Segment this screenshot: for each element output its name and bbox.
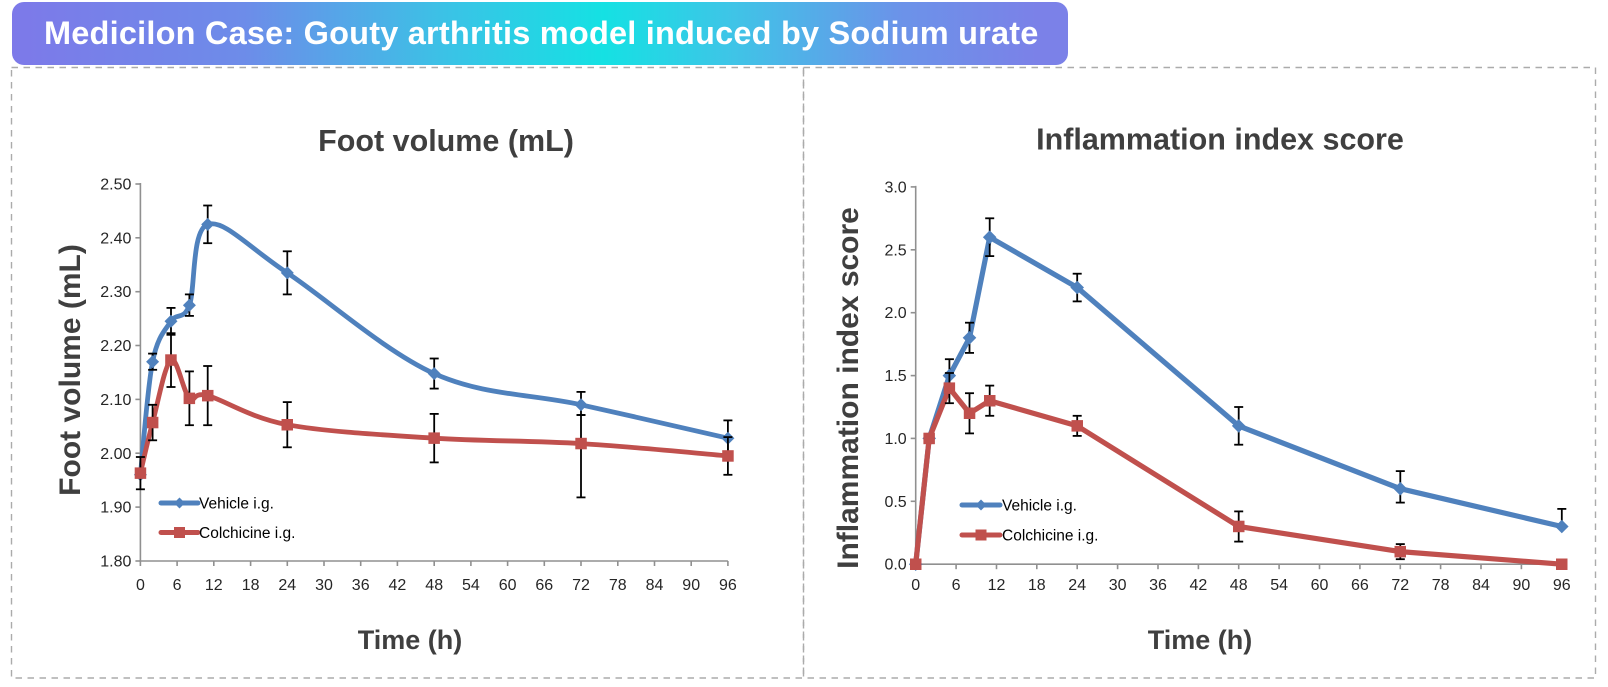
svg-text:2.00: 2.00 <box>100 446 131 463</box>
svg-text:1.80: 1.80 <box>100 554 131 571</box>
svg-text:12: 12 <box>205 577 223 594</box>
svg-text:54: 54 <box>1270 577 1288 594</box>
svg-text:Inflammation index score: Inflammation index score <box>1036 123 1404 157</box>
svg-text:42: 42 <box>389 577 407 594</box>
svg-text:78: 78 <box>1432 577 1450 594</box>
svg-text:42: 42 <box>1190 577 1208 594</box>
svg-text:72: 72 <box>1391 577 1409 594</box>
svg-text:0: 0 <box>136 577 145 594</box>
svg-text:Colchicine i.g.: Colchicine i.g. <box>199 525 296 542</box>
svg-text:36: 36 <box>1149 577 1167 594</box>
svg-text:30: 30 <box>1109 577 1127 594</box>
svg-text:Foot volume (mL): Foot volume (mL) <box>54 244 87 496</box>
svg-text:12: 12 <box>988 577 1006 594</box>
svg-text:60: 60 <box>499 577 517 594</box>
svg-text:2.0: 2.0 <box>884 305 906 322</box>
svg-text:48: 48 <box>1230 577 1248 594</box>
svg-text:Vehicle i.g.: Vehicle i.g. <box>1002 498 1077 515</box>
svg-text:1.0: 1.0 <box>884 431 906 448</box>
svg-text:6: 6 <box>173 577 182 594</box>
svg-text:60: 60 <box>1311 577 1329 594</box>
svg-text:90: 90 <box>682 577 700 594</box>
svg-text:96: 96 <box>1553 577 1571 594</box>
svg-text:2.50: 2.50 <box>100 177 131 194</box>
svg-text:0: 0 <box>911 577 920 594</box>
svg-text:3.0: 3.0 <box>884 179 906 196</box>
svg-text:18: 18 <box>1028 577 1046 594</box>
svg-text:Inflammation index score: Inflammation index score <box>832 207 865 569</box>
svg-text:78: 78 <box>609 577 627 594</box>
svg-text:18: 18 <box>242 577 260 594</box>
svg-text:6: 6 <box>952 577 961 594</box>
svg-text:84: 84 <box>646 577 664 594</box>
svg-text:2.10: 2.10 <box>100 392 131 409</box>
svg-text:84: 84 <box>1472 577 1490 594</box>
svg-text:36: 36 <box>352 577 370 594</box>
svg-text:2.30: 2.30 <box>100 284 131 301</box>
svg-text:Time (h): Time (h) <box>1148 625 1253 655</box>
svg-text:24: 24 <box>1068 577 1086 594</box>
svg-text:0.5: 0.5 <box>884 494 906 511</box>
svg-text:48: 48 <box>425 577 443 594</box>
svg-text:96: 96 <box>719 577 737 594</box>
svg-text:66: 66 <box>535 577 553 594</box>
svg-text:2.20: 2.20 <box>100 338 131 355</box>
svg-text:0.0: 0.0 <box>884 557 906 574</box>
svg-text:66: 66 <box>1351 577 1369 594</box>
svg-text:1.90: 1.90 <box>100 500 131 517</box>
svg-text:Vehicle i.g.: Vehicle i.g. <box>199 496 274 513</box>
svg-text:72: 72 <box>572 577 590 594</box>
svg-text:Foot volume (mL): Foot volume (mL) <box>318 124 574 158</box>
svg-text:2.5: 2.5 <box>884 242 906 259</box>
svg-text:Colchicine i.g.: Colchicine i.g. <box>1002 528 1099 545</box>
svg-text:90: 90 <box>1513 577 1531 594</box>
svg-text:24: 24 <box>278 577 296 594</box>
svg-text:Time (h): Time (h) <box>358 625 463 655</box>
svg-text:30: 30 <box>315 577 333 594</box>
svg-text:54: 54 <box>462 577 480 594</box>
svg-text:2.40: 2.40 <box>100 230 131 247</box>
svg-text:1.5: 1.5 <box>884 368 906 385</box>
